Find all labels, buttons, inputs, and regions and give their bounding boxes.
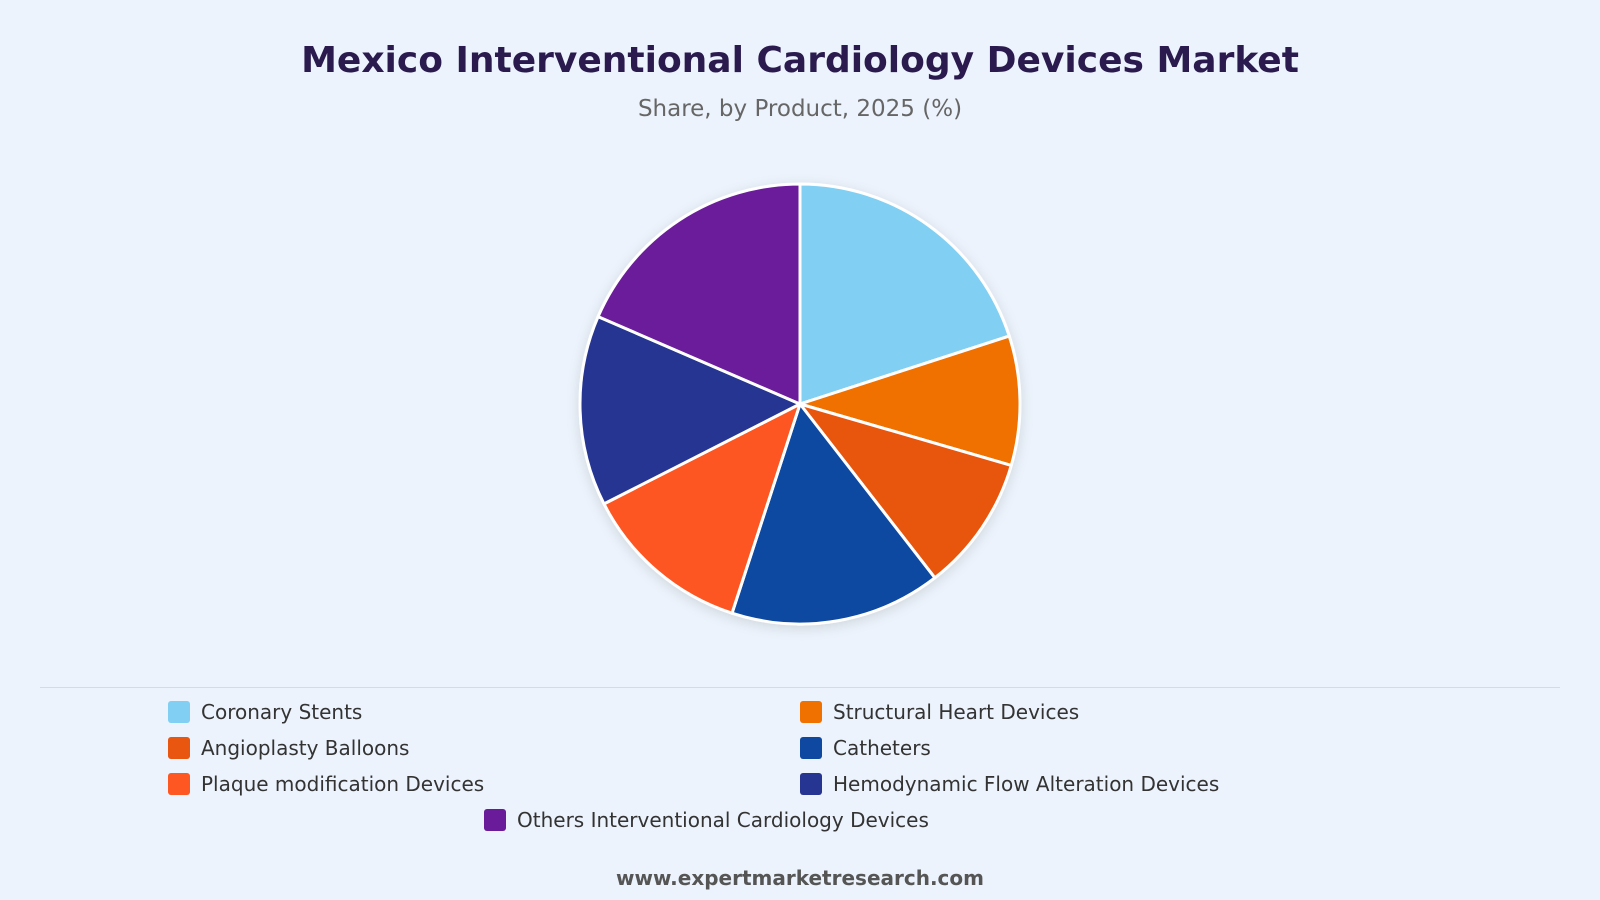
pie-slice-structural-heart-devices <box>798 334 1022 467</box>
pie-slice-angioplasty-balloons <box>798 402 1013 580</box>
chart-subtitle: Share, by Product, 2025 (%) <box>637 96 963 122</box>
legend-swatch <box>484 809 506 831</box>
legend-label: Angioplasty Balloons <box>201 736 410 760</box>
legend-divider <box>40 687 1560 688</box>
legend-swatch <box>800 773 822 795</box>
source-url: www.expertmarketresearch.com <box>616 866 984 890</box>
pie-slices <box>578 182 1022 626</box>
legend-swatch <box>168 773 190 795</box>
legend-item-hemodynamic-flow-alteration-devices: Hemodynamic Flow Alteration Devices <box>800 771 1219 797</box>
legend-item-angioplasty-balloons: Angioplasty Balloons <box>168 735 409 761</box>
legend-swatch <box>800 737 822 759</box>
legend-swatch <box>800 701 822 723</box>
legend-item-plaque-modification-devices: Plaque modification Devices <box>168 771 484 797</box>
chart-title: Mexico Interventional Cardiology Devices… <box>301 40 1299 81</box>
legend-label: Catheters <box>833 736 931 760</box>
legend-item-structural-heart-devices: Structural Heart Devices <box>800 699 1079 725</box>
legend-label: Hemodynamic Flow Alteration Devices <box>833 772 1220 796</box>
legend-label: Coronary Stents <box>201 700 363 724</box>
pie-slice-hemodynamic-flow-alteration-devices <box>578 315 802 506</box>
legend-item-coronary-stents: Coronary Stents <box>168 699 362 725</box>
pie-slice-plaque-modification-devices <box>602 402 802 615</box>
pie-slice-others-interventional-cardiology-devices <box>596 182 802 406</box>
legend-item-catheters: Catheters <box>800 735 931 761</box>
legend-label: Structural Heart Devices <box>833 700 1080 724</box>
legend-swatch <box>168 737 190 759</box>
legend-item-others-interventional-cardiology-devices: Others Interventional Cardiology Devices <box>484 807 929 833</box>
legend-label: Plaque modification Devices <box>201 772 485 796</box>
legend-label: Others Interventional Cardiology Devices <box>517 808 929 832</box>
pie-slice-coronary-stents <box>798 182 1011 406</box>
legend-swatch <box>168 701 190 723</box>
